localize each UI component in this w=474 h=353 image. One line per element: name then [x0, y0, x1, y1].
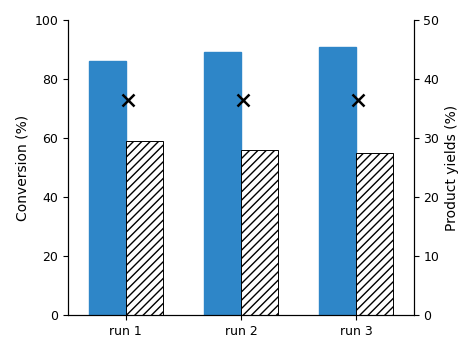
Bar: [319, 47, 356, 315]
Bar: [89, 61, 126, 315]
Bar: [356, 153, 393, 315]
Y-axis label: Conversion (%): Conversion (%): [15, 115, 29, 221]
Bar: [204, 53, 241, 315]
Y-axis label: Product yields (%): Product yields (%): [445, 104, 459, 231]
Bar: [241, 150, 278, 315]
Bar: [126, 141, 163, 315]
